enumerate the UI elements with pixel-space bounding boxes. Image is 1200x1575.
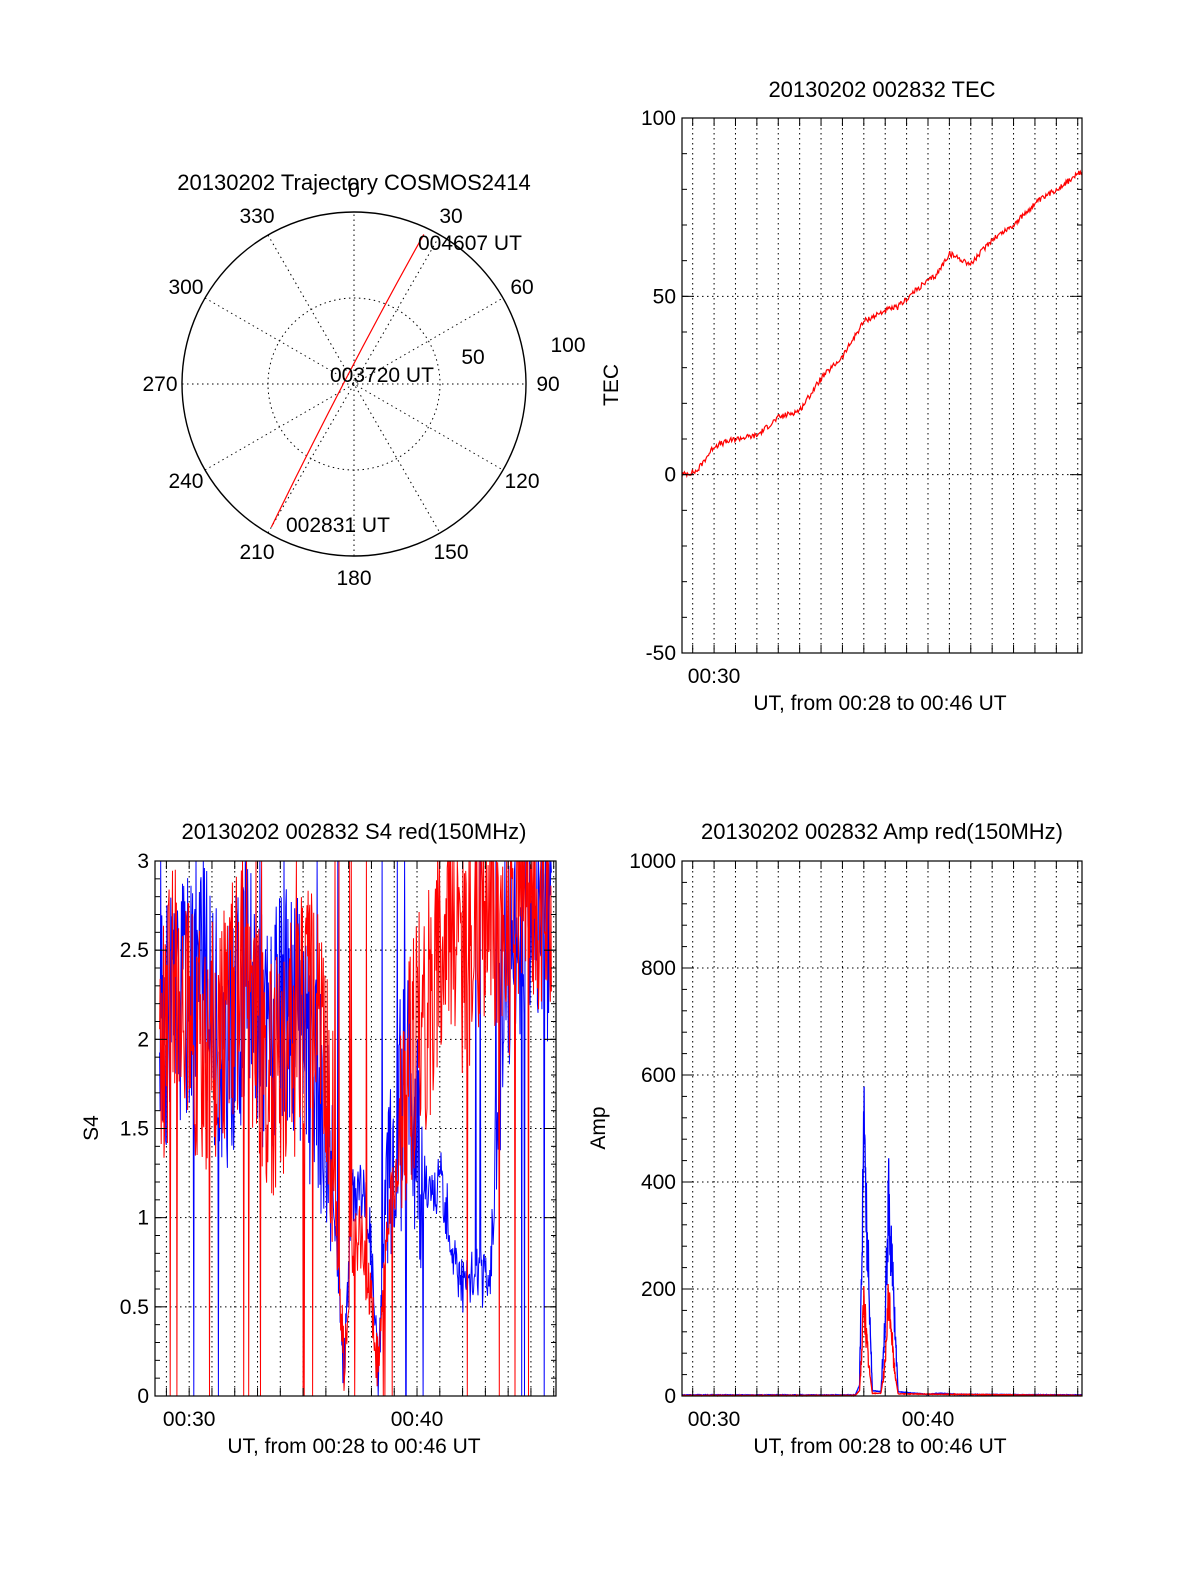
tec-ticks: -50 0 50 100 00:30 bbox=[641, 107, 1082, 688]
trajectory-title: 20130202 Trajectory COSMOS2414 bbox=[177, 170, 530, 195]
polar-outer-circle bbox=[181, 211, 527, 557]
amp-ytick-label: 1000 bbox=[629, 850, 676, 873]
s4-xtick-label: 00:30 bbox=[163, 1408, 216, 1431]
amp-ytick-label: 200 bbox=[641, 1278, 676, 1301]
polar-angle-label: 300 bbox=[168, 276, 203, 299]
s4-ylabel: S4 bbox=[80, 1115, 103, 1141]
s4-title: 20130202 002832 S4 red(150MHz) bbox=[182, 819, 527, 844]
s4-panel: 20130202 002832 S4 red(150MHz) 0 0.5 1 1.5 2… bbox=[80, 819, 557, 1458]
amp-xtick-label: 00:30 bbox=[688, 1408, 741, 1431]
s4-ytick-label: 0.5 bbox=[120, 1296, 149, 1319]
track-start-label: 002831 UT bbox=[286, 514, 390, 537]
amp-ytick-label: 400 bbox=[641, 1171, 676, 1194]
tec-plot-frame bbox=[681, 117, 1083, 654]
s4-ytick-label: 1 bbox=[137, 1207, 149, 1230]
trajectory-polar-panel: 20130202 Trajectory COSMOS2414 0 30 60 90 12… bbox=[142, 170, 585, 590]
tec-series bbox=[681, 169, 1083, 479]
track-end-label: 004607 UT bbox=[418, 232, 522, 255]
polar-angle-label: 60 bbox=[510, 276, 533, 299]
s4-ytick-label: 3 bbox=[137, 850, 149, 873]
tec-series-red-line bbox=[681, 169, 1083, 479]
amp-title: 20130202 002832 Amp red(150MHz) bbox=[701, 819, 1063, 844]
s4-series-red-line bbox=[159, 860, 552, 1397]
s4-ticks: 0 0.5 1 1.5 2 2.5 3 00:30 00:40 bbox=[120, 850, 556, 1431]
amp-xtick-label: 00:40 bbox=[902, 1408, 955, 1431]
s4-series bbox=[159, 860, 552, 1397]
track-mid-label: 003720 UT bbox=[330, 364, 434, 387]
amp-ytick-label: 800 bbox=[641, 957, 676, 980]
s4-ytick-label: 2.5 bbox=[120, 939, 149, 962]
s4-xtick-label: 00:40 bbox=[391, 1408, 444, 1431]
amp-series-red-line bbox=[681, 1283, 1083, 1398]
polar-angle-label: 270 bbox=[142, 373, 177, 396]
polar-angle-label: 0 bbox=[348, 179, 360, 202]
polar-angle-label: 30 bbox=[439, 205, 462, 228]
amp-ytick-label: 600 bbox=[641, 1064, 676, 1087]
polar-angle-label: 90 bbox=[536, 373, 559, 396]
polar-angle-label: 240 bbox=[168, 470, 203, 493]
tec-panel: 20130202 002832 TEC -50 0 50 100 00:30 UT, f… bbox=[600, 77, 1083, 715]
amp-ticks: 0 200 400 600 800 1000 00:30 00:40 bbox=[629, 850, 1082, 1431]
amp-panel: 20130202 002832 Amp red(150MHz) 0 200 400 6… bbox=[587, 819, 1083, 1458]
polar-angle-labels: 0 30 60 90 120 150 180 210 240 270 300 330 bbox=[142, 179, 559, 590]
tec-ylabel: TEC bbox=[600, 364, 623, 406]
polar-ring-50 bbox=[267, 297, 441, 471]
s4-xlabel: UT, from 00:28 to 00:46 UT bbox=[227, 1435, 480, 1458]
s4-ytick-label: 0 bbox=[137, 1385, 149, 1408]
amp-ylabel: Amp bbox=[587, 1106, 610, 1149]
tec-grid bbox=[682, 118, 1082, 653]
polar-angle-label: 120 bbox=[504, 470, 539, 493]
tec-ytick-label: -50 bbox=[646, 642, 676, 665]
radius-label-50: 50 bbox=[461, 346, 484, 369]
polar-angle-label: 180 bbox=[336, 567, 371, 590]
tec-ytick-label: 50 bbox=[653, 285, 676, 308]
amp-series-blue-line bbox=[681, 1086, 1083, 1397]
amp-plot-frame bbox=[681, 860, 1083, 1397]
polar-angle-label: 150 bbox=[433, 541, 468, 564]
s4-ytick-label: 2 bbox=[137, 1028, 149, 1051]
s4-ytick-label: 1.5 bbox=[120, 1118, 149, 1141]
amp-ytick-label: 0 bbox=[664, 1385, 676, 1408]
tec-xtick-label: 00:30 bbox=[688, 665, 741, 688]
tec-xlabel: UT, from 00:28 to 00:46 UT bbox=[753, 692, 1006, 715]
tec-ytick-label: 100 bbox=[641, 107, 676, 130]
tec-ytick-label: 0 bbox=[664, 464, 676, 487]
amp-series bbox=[681, 1086, 1083, 1398]
amp-grid bbox=[682, 861, 1082, 1396]
polar-grid bbox=[182, 212, 526, 556]
amp-xlabel: UT, from 00:28 to 00:46 UT bbox=[753, 1435, 1006, 1458]
tec-title: 20130202 002832 TEC bbox=[768, 77, 995, 102]
radius-label-100: 100 bbox=[550, 334, 585, 357]
polar-angle-label: 330 bbox=[239, 205, 274, 228]
polar-angle-label: 210 bbox=[239, 541, 274, 564]
trajectory-track bbox=[270, 234, 425, 528]
